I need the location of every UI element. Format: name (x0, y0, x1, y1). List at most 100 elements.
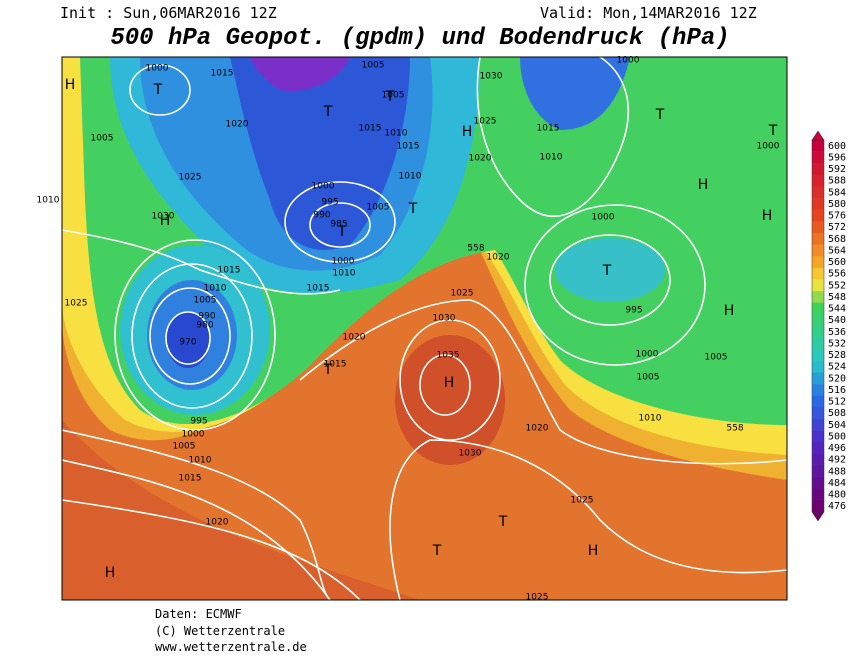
colorbar-label: 568 (828, 234, 846, 245)
colorbar-label: 480 (828, 490, 846, 501)
isobar-label: 1005 (705, 353, 728, 363)
isobar-label: 558 (467, 244, 484, 254)
colorbar-swatch (812, 384, 824, 397)
isobar-label: 1010 (37, 196, 60, 206)
isobar-label: 1000 (592, 213, 615, 223)
isobar-label: 1020 (343, 333, 366, 343)
footer-line: (C) Wetterzentrale (155, 624, 285, 638)
isobar-label: 1020 (526, 424, 549, 434)
pressure-center: T (337, 224, 347, 240)
pressure-center: T (385, 89, 395, 105)
isobar-label: 1015 (397, 142, 420, 152)
colorbar-swatch (812, 337, 824, 350)
colorbar-swatch (812, 140, 824, 152)
colorbar-swatch (812, 256, 824, 269)
colorbar-swatch (812, 209, 824, 222)
footer-line: Daten: ECMWF (155, 607, 242, 621)
pressure-center: T (323, 104, 333, 120)
pressure-center: H (444, 375, 455, 391)
colorbar-label: 528 (828, 350, 846, 361)
colorbar-label: 532 (828, 338, 846, 349)
colorbar-label: 556 (828, 269, 846, 280)
colorbar-label: 492 (828, 455, 846, 466)
colorbar-label: 484 (828, 478, 846, 489)
isobar-label: 1005 (91, 134, 114, 144)
colorbar-swatch (812, 453, 824, 466)
colorbar-label: 512 (828, 397, 846, 408)
colorbar-label: 560 (828, 257, 846, 268)
isobar-label: 1000 (312, 182, 335, 192)
colorbar-swatch (812, 465, 824, 478)
colorbar-label: 596 (828, 152, 846, 163)
isobar-label: 1000 (757, 142, 780, 152)
isobar-label: 1005 (382, 91, 405, 101)
colorbar-label: 476 (828, 501, 846, 512)
pressure-center: T (655, 107, 665, 123)
colorbar-label: 588 (828, 176, 846, 187)
colorbar-label: 516 (828, 385, 846, 396)
colorbar-swatch (812, 488, 824, 501)
isobar-label: 1010 (333, 269, 356, 279)
isobar-label: 1005 (367, 203, 390, 213)
isobar-label: 1025 (179, 173, 202, 183)
colorbar-label: 488 (828, 466, 846, 477)
isobar-label: 1000 (182, 430, 205, 440)
colorbar-frame (811, 139, 825, 513)
pressure-center: T (768, 123, 778, 139)
colorbar-label: 552 (828, 280, 846, 291)
pressure-center: H (588, 543, 599, 559)
isobar-label: 970 (179, 338, 196, 348)
isobar-label: 1000 (636, 350, 659, 360)
colorbar-label: 500 (828, 431, 846, 442)
isobar-label: 1020 (487, 253, 510, 263)
map-title: 500 hPa Geopot. (gpdm) und Bodendruck (h… (110, 25, 729, 52)
isobar-label: 1005 (194, 296, 217, 306)
pressure-center: T (408, 201, 418, 217)
colorbar-swatch (812, 477, 824, 490)
colorbar-label: 520 (828, 373, 846, 384)
colorbar-swatch (812, 360, 824, 373)
colorbar-swatch (812, 419, 824, 431)
isobar-label: 1020 (206, 518, 229, 528)
colorbar-label: 564 (828, 245, 846, 256)
isobar-label: 1030 (459, 449, 482, 459)
isobar-label: 1025 (474, 117, 497, 127)
colorbar-swatch (812, 407, 824, 420)
colorbar-label: 524 (828, 362, 846, 373)
isobar-label: 995 (625, 306, 642, 316)
isobar-label: 1010 (639, 414, 662, 424)
colorbar-swatch (812, 500, 824, 513)
colorbar-swatch (812, 233, 824, 245)
colorbar-arrow (811, 130, 825, 141)
isobars (62, 57, 787, 600)
pressure-center: H (724, 303, 735, 319)
isobar-label: 990 (313, 211, 330, 221)
colorbar-swatch (812, 291, 824, 304)
isobar-label: 1030 (152, 212, 175, 222)
isobar-label: 1020 (469, 154, 492, 164)
colorbar-swatch (812, 302, 824, 315)
pressure-center: H (65, 77, 76, 93)
pressure-center: T (323, 362, 333, 378)
colorbar-swatch (812, 244, 824, 257)
isobar-label: 1025 (451, 289, 474, 299)
isobar-label: 1000 (617, 56, 640, 66)
isobar-label: 1005 (362, 61, 385, 71)
isobar-label: 1000 (332, 257, 355, 267)
isobar-label: 1010 (399, 172, 422, 182)
colorbar: 6005965925885845805765725685645605565525… (811, 130, 846, 522)
colorbar-label: 600 (828, 141, 846, 152)
isobar-label: 995 (190, 417, 207, 427)
isobar-label: 1000 (146, 64, 169, 74)
isobar-label: 1030 (480, 72, 503, 82)
isobar-label: 1025 (65, 299, 88, 309)
colorbar-label: 536 (828, 327, 846, 338)
colorbar-swatch (812, 267, 824, 280)
isobar-label: 1015 (218, 266, 241, 276)
footer-line: www.wetterzentrale.de (155, 640, 307, 654)
colorbar-swatch (812, 221, 824, 234)
valid-time: Valid: Mon,14MAR2016 12Z (540, 4, 757, 22)
isobar-label: 985 (330, 220, 347, 230)
colorbar-label: 572 (828, 222, 846, 233)
